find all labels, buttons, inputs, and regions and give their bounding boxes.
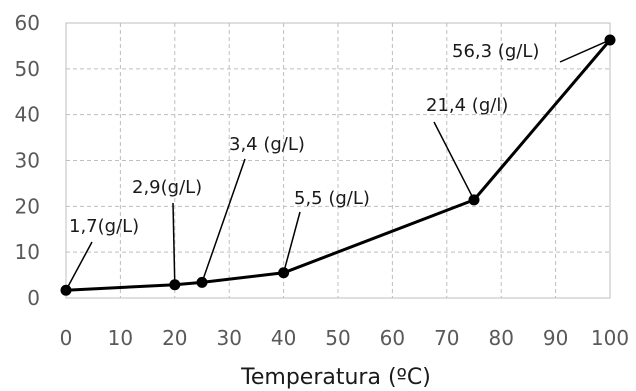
grid-lines [65, 22, 611, 299]
data-label: 3,4 (g/L) [229, 134, 305, 155]
y-tick-label: 30 [15, 149, 40, 173]
y-tick-label: 20 [15, 194, 40, 218]
x-tick-label: 40 [271, 326, 296, 350]
x-tick-label: 30 [216, 326, 241, 350]
y-tick-label: 0 [27, 286, 40, 310]
data-label: 1,7(g/L) [69, 216, 139, 237]
data-point [169, 279, 181, 291]
data-point [468, 194, 480, 206]
data-points [60, 34, 616, 296]
data-label: 2,9(g/L) [132, 177, 202, 198]
x-axis-title: Temperatura (ºC) [240, 365, 431, 390]
x-tick-label: 90 [543, 326, 568, 350]
annotation-leaders [65, 39, 611, 291]
data-label: 56,3 (g/L) [452, 41, 539, 62]
data-annotations: 1,7(g/L) 2,9(g/L) 3,4 (g/L) 5,5 (g/L) 21,4 (… [69, 41, 539, 237]
annotation-leader [559, 39, 611, 63]
x-axis-ticks: 0 10 20 30 40 50 60 70 80 90 100 [60, 326, 629, 350]
data-point [604, 34, 616, 46]
y-tick-label: 60 [15, 11, 40, 35]
y-tick-label: 40 [15, 103, 40, 127]
annotation-leader [282, 211, 301, 273]
x-tick-label: 80 [488, 326, 513, 350]
data-label: 5,5 (g/L) [294, 188, 370, 209]
x-tick-label: 60 [380, 326, 405, 350]
x-tick-label: 50 [325, 326, 350, 350]
x-tick-label: 70 [434, 326, 459, 350]
data-point [278, 267, 290, 279]
y-tick-label: 50 [15, 57, 40, 81]
data-label: 21,4 (g/l) [426, 95, 508, 116]
x-tick-label: 20 [162, 326, 187, 350]
data-point [60, 284, 72, 296]
x-tick-label: 0 [60, 326, 73, 350]
y-tick-label: 10 [15, 240, 40, 264]
x-tick-label: 10 [108, 326, 133, 350]
annotation-leader [433, 121, 475, 201]
annotation-leader [172, 202, 176, 285]
y-axis-ticks: 0 10 20 30 40 50 60 [15, 11, 40, 310]
annotation-leader [65, 241, 93, 291]
data-point [196, 276, 208, 288]
series-line [65, 39, 612, 292]
annotation-leader [201, 158, 246, 283]
x-tick-label: 100 [591, 326, 629, 350]
